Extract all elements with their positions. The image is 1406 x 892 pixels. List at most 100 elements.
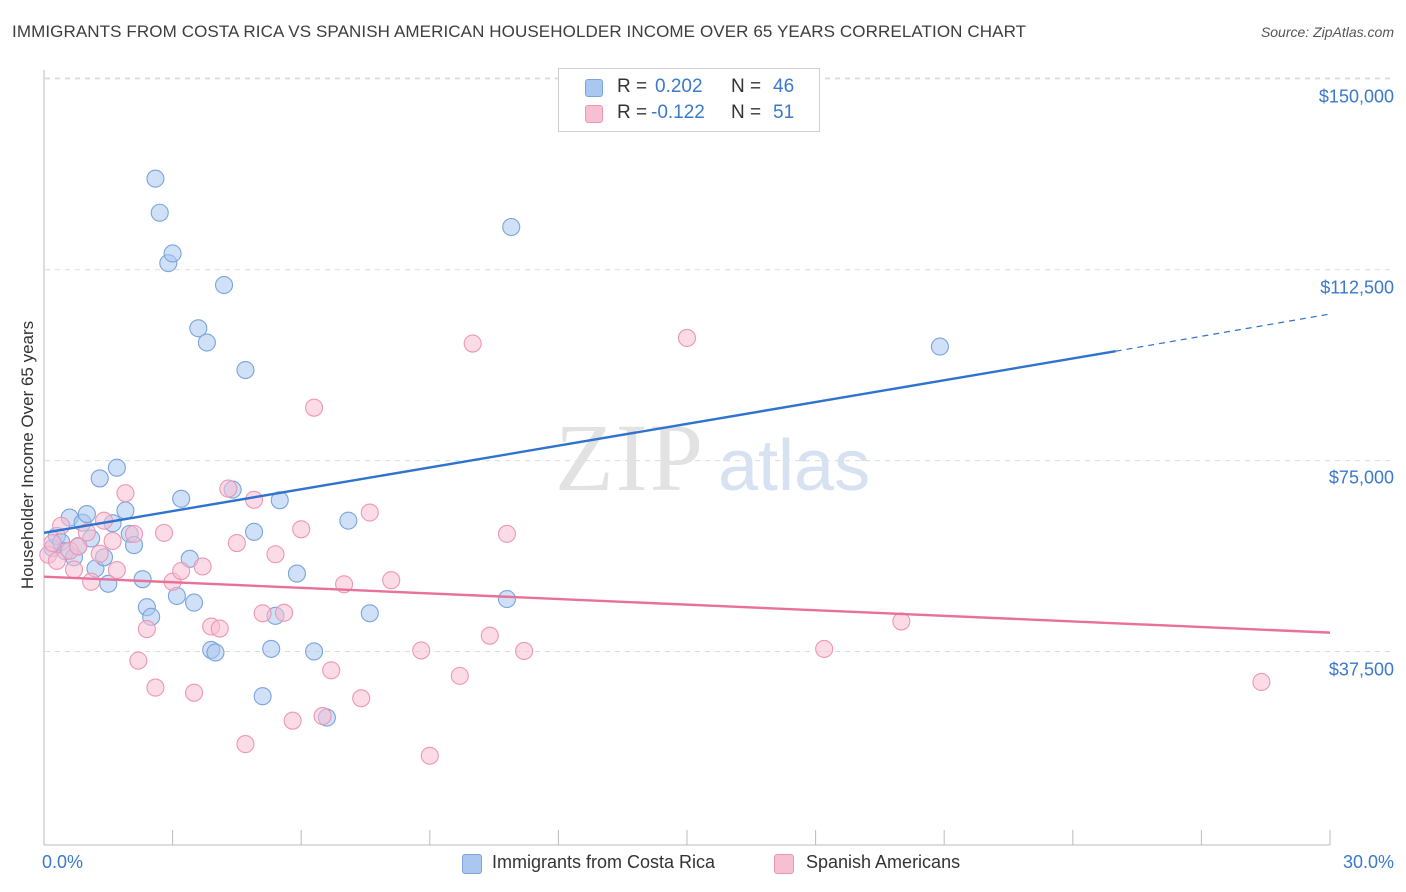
spanish-american-point (382, 571, 401, 590)
costa-rica-point (253, 687, 272, 706)
y-tick-label-37500: $37,500 (1328, 659, 1394, 680)
spanish-american-point (64, 560, 84, 579)
spanish-american-point (305, 398, 324, 417)
costa-rica-point (360, 604, 379, 623)
spanish-american-point (69, 537, 88, 556)
y-tick-label-112500: $112,500 (1320, 277, 1394, 298)
costa-rica-trendline-extension (1115, 313, 1331, 352)
spanish-american-point (146, 678, 165, 697)
spanish-american-point (172, 561, 191, 581)
costa-rica-point (244, 522, 264, 541)
bottom-legend-swatch-blue (462, 854, 482, 874)
spanish-american-point (137, 620, 156, 639)
spanish-american-point (313, 707, 332, 726)
spanish-american-point (266, 545, 285, 564)
spanish-american-point (497, 524, 517, 543)
spanish-american-point (124, 524, 144, 543)
spanish-american-point (77, 523, 96, 542)
costa-rica-point (930, 337, 949, 356)
costa-rica-point (90, 469, 109, 488)
spanish-american-point (352, 689, 371, 708)
spanish-american-point (283, 711, 302, 730)
legend-swatch-pink (585, 105, 603, 123)
legend-n-label: N = (731, 102, 762, 123)
chart-title: IMMIGRANTS FROM COSTA RICA VS SPANISH AM… (12, 22, 1027, 41)
legend-r-label: R = (617, 102, 648, 123)
costa-rica-trendline (43, 349, 1116, 535)
costa-rica-point (502, 217, 521, 237)
bottom-legend-label: Immigrants from Costa Rica (492, 852, 716, 872)
spanish-americans-trendline (43, 575, 1331, 634)
costa-rica-point (236, 360, 255, 380)
spanish-american-point (892, 612, 911, 631)
spanish-american-point (515, 641, 534, 660)
spanish-american-point (236, 735, 255, 754)
costa-rica-point (146, 169, 165, 188)
costa-rica-point (206, 643, 225, 662)
spanish-american-point (227, 533, 246, 553)
spanish-american-point (420, 746, 439, 765)
spanish-american-point (322, 661, 341, 680)
legend-row-costa-rica: R = 0.202 N = 46 (559, 75, 819, 101)
legend-r-value: -0.122 (651, 102, 705, 123)
costa-rica-point (116, 501, 135, 520)
spanish-american-point (184, 683, 204, 702)
legend-n-label: N = (731, 76, 762, 97)
costa-rica-point (163, 244, 182, 263)
costa-rica-point (184, 593, 204, 612)
legend-n-value: 51 (773, 102, 795, 123)
spanish-american-point (253, 604, 272, 623)
legend-row-spanish-americans: R = -0.122 N = 51 (559, 101, 819, 127)
costa-rica-point (172, 489, 191, 508)
spanish-american-point (154, 523, 174, 542)
spanish-american-point (193, 557, 212, 576)
spanish-american-point (107, 560, 126, 580)
bottom-legend-label: Spanish Americans (806, 852, 961, 872)
legend-n-value: 46 (773, 76, 795, 97)
watermark-atlas: atlas (718, 426, 870, 506)
spanish-american-point (47, 551, 66, 570)
spanish-american-point (412, 641, 431, 660)
spanish-american-point (463, 334, 482, 353)
spanish-american-point (82, 572, 101, 591)
source-label: Source: ZipAtlas.com (1260, 24, 1394, 40)
costa-rica-point (189, 319, 208, 338)
spanish-american-point (815, 639, 834, 658)
legend-r-label: R = (617, 76, 648, 97)
costa-rica-point (133, 570, 152, 589)
spanish-american-point (292, 520, 311, 539)
spanish-american-point (90, 544, 109, 563)
costa-rica-point (287, 564, 306, 583)
spanish-american-point (275, 603, 294, 622)
legend-r-value: 0.202 (655, 76, 703, 97)
spanish-american-point (677, 328, 697, 348)
spanish-american-point (103, 531, 122, 551)
spanish-american-point (210, 619, 229, 638)
spanish-american-point (1252, 672, 1271, 692)
x-tick-label-min: 0.0% (42, 852, 84, 872)
spanish-american-point (244, 490, 264, 509)
costa-rica-point (339, 511, 358, 530)
bottom-legend-swatch-pink (774, 854, 794, 874)
costa-rica-point (197, 333, 216, 352)
costa-rica-point (262, 639, 281, 658)
x-tick-label-max: 30.0% (1342, 852, 1394, 872)
y-tick-label-75000: $75,000 (1328, 467, 1394, 488)
legend-swatch-blue (585, 79, 603, 97)
costa-rica-point (305, 642, 324, 661)
spanish-american-point (360, 503, 379, 522)
costa-rica-point (150, 203, 169, 222)
costa-rica-point (214, 275, 234, 295)
spanish-american-point (219, 479, 238, 498)
spanish-american-point (450, 666, 469, 685)
costa-rica-point (497, 589, 517, 609)
spanish-american-point (116, 484, 135, 503)
costa-rica-point (107, 458, 126, 477)
correlation-legend: R = 0.202 N = 46 R = -0.122 N = 51 (558, 68, 820, 132)
y-tick-label-150000: $150,000 (1318, 86, 1394, 107)
spanish-american-point (480, 626, 499, 645)
spanish-american-point (43, 533, 62, 553)
watermark-zip: ZIP (555, 404, 705, 511)
costa-rica-point (77, 504, 96, 524)
